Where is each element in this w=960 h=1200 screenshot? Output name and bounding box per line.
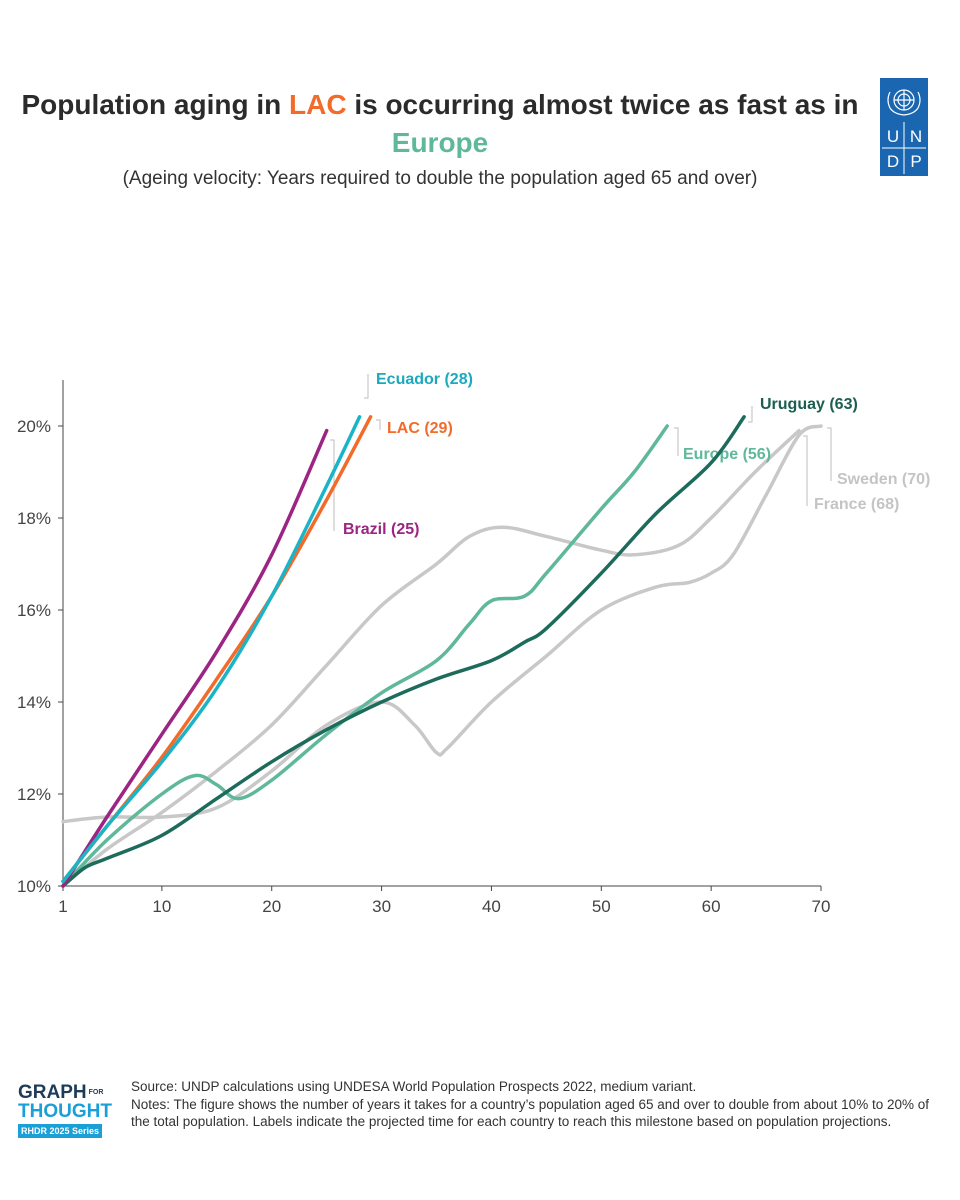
y-tick-label: 20% [17,417,51,436]
series-leader-3 [748,406,753,423]
x-tick-label: 20 [262,897,281,916]
logo-series: RHDR 2025 Series [18,1124,103,1138]
series-line-6 [61,415,362,884]
x-tick-label: 60 [702,897,721,916]
y-tick-label: 18% [17,509,51,528]
x-tick-label: 50 [592,897,611,916]
y-tick-label: 12% [17,785,51,804]
series-label-2: Europe (56) [683,446,771,463]
title-part1: Population aging in [21,89,289,120]
series-label-0: Sweden (70) [837,471,930,488]
series-label-5: LAC (29) [387,420,453,437]
series-line-1 [61,428,801,888]
x-tick-label: 10 [152,897,171,916]
title-part2: is occurring almost twice as fast as in [346,89,859,120]
series-label-6: Ecuador (28) [376,371,473,388]
logo-letter-n: N [910,127,922,146]
logo-letter-p: P [910,152,921,171]
series-leader-4 [330,439,335,531]
series-label-4: Brazil (25) [343,521,419,538]
logo-graph: GRAPH [18,1082,87,1103]
series-line-3 [61,415,746,888]
logo-for: FOR [88,1089,104,1096]
y-tick-label: 16% [17,601,51,620]
y-tick-label: 10% [17,877,51,896]
series-label-3: Uruguay (63) [760,396,858,413]
series-leader-0 [827,427,832,481]
chart-title: Population aging in LAC is occurring alm… [20,86,860,162]
series-line-2 [61,424,669,888]
series-leader-6 [364,374,369,399]
series-line-0 [61,424,823,824]
x-tick-label: 40 [482,897,501,916]
logo-thought: THOUGHT [18,1101,112,1122]
graph-for-thought-logo: GRAPH FOR THOUGHT RHDR 2025 Series [18,1083,122,1139]
series-label-1: France (68) [814,496,899,513]
undp-logo: U N D P [880,78,928,176]
logo-letter-u: U [887,127,899,146]
title-europe: Europe [391,127,489,158]
source-notes: Source: UNDP calculations using UNDESA W… [131,1078,931,1131]
series-leader-5 [376,419,381,430]
un-emblem-icon [887,89,921,116]
y-tick-label: 14% [17,693,51,712]
source-text: Source: UNDP calculations using UNDESA W… [131,1079,697,1094]
logo-letter-d: D [887,152,899,171]
x-tick-label: 70 [812,897,831,916]
x-tick-label: 1 [58,897,67,916]
x-tick-label: 30 [372,897,391,916]
notes-text: Notes: The figure shows the number of ye… [131,1096,929,1130]
series-line-4 [61,428,329,888]
series-leader-1 [803,435,808,506]
title-lac: LAC [289,89,347,120]
series-leader-2 [674,427,679,456]
chart-subtitle: (Ageing velocity: Years required to doub… [122,168,758,189]
